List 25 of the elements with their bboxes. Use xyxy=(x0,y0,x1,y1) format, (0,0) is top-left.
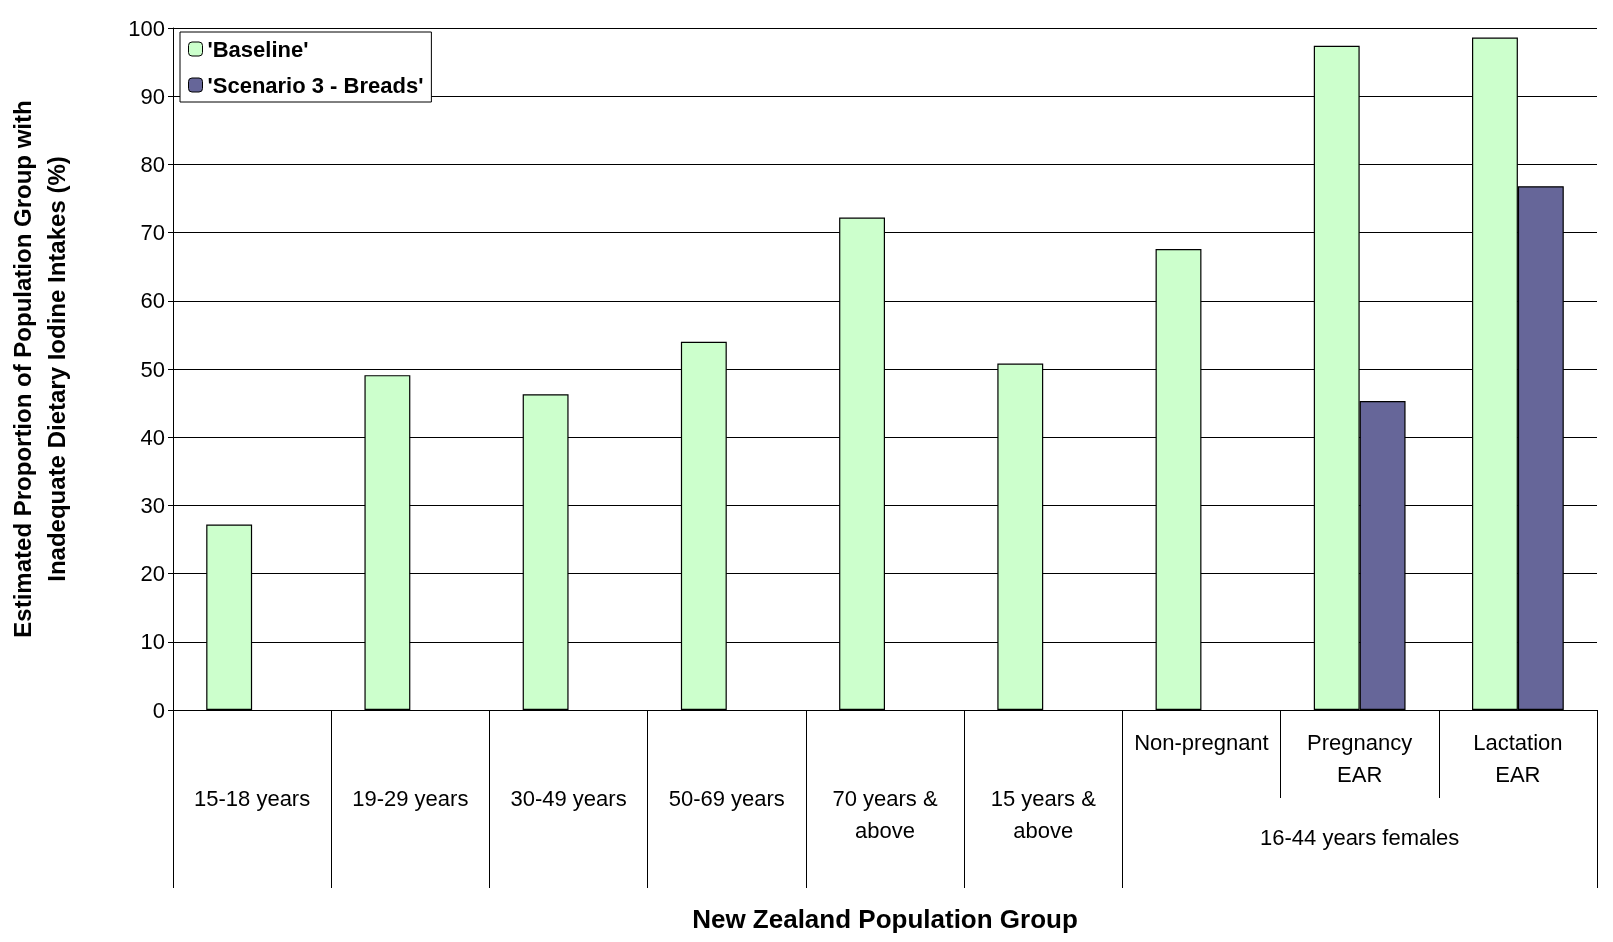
x-tick-label: Lactation EAR xyxy=(1473,729,1563,787)
y-axis-title: Estimated Proportion of Population Group with Inadequate Dietary Iodine Intakes (%) xyxy=(8,100,70,638)
x-tick-label: 15-18 years xyxy=(194,785,311,811)
x-tick-label: 15 years & above xyxy=(990,785,1097,843)
x-tick-label: 19-29 years xyxy=(352,785,469,811)
y-tick-label: 90 xyxy=(140,83,165,109)
y-tick-label: 10 xyxy=(140,629,165,655)
y-tick-label: 40 xyxy=(140,424,165,450)
x-tick-label: Non-pregnant xyxy=(1134,729,1269,755)
x-axis-title: New Zealand Population Group xyxy=(692,904,1078,934)
y-tick-label: 70 xyxy=(140,220,165,246)
y-tick-label: 80 xyxy=(140,151,165,177)
legend-label: 'Baseline' xyxy=(207,36,309,62)
text: 16-44 years females xyxy=(1260,824,1460,850)
y-tick-label: 100 xyxy=(128,15,165,41)
y-tick-label: 50 xyxy=(140,356,165,382)
x-tick-label: 70 years & above xyxy=(832,785,938,843)
x-tick-label: 30-49 years xyxy=(510,785,627,811)
x-tick-label: 50-69 years xyxy=(668,785,785,811)
x-tick-label: Pregnancy EAR xyxy=(1307,729,1413,787)
y-tick-label: 30 xyxy=(140,492,165,518)
legend-label: 'Scenario 3 - Breads' xyxy=(207,72,424,98)
y-tick-label: 60 xyxy=(140,288,165,314)
y-tick-label: 20 xyxy=(140,561,165,587)
y-tick-label: 0 xyxy=(152,697,165,723)
